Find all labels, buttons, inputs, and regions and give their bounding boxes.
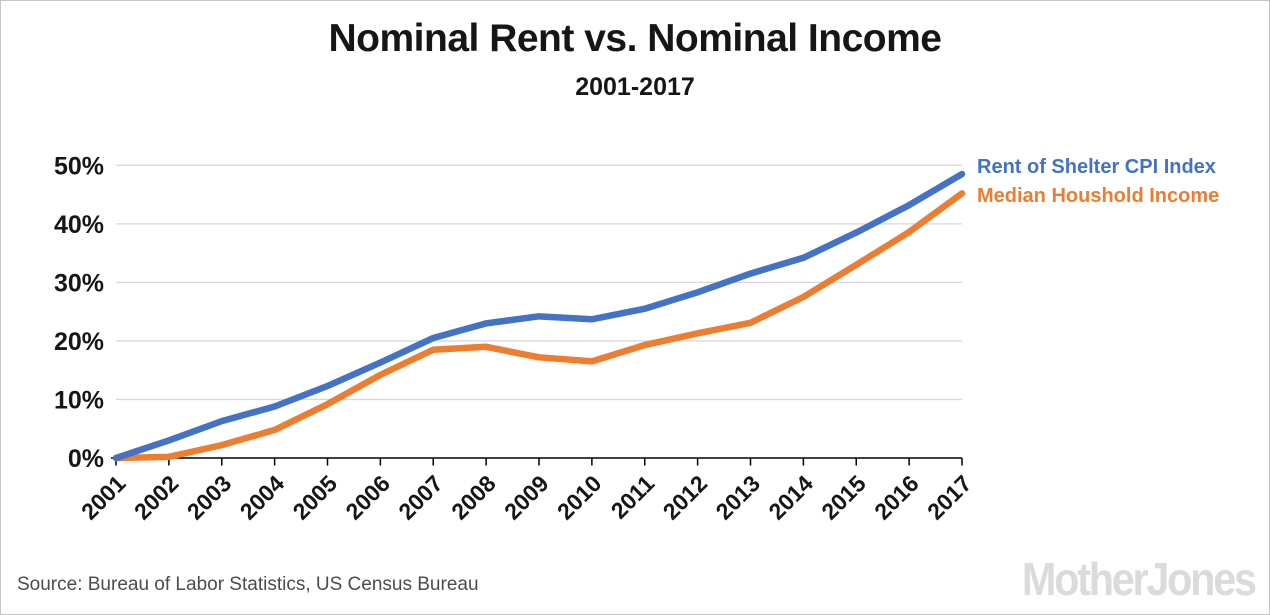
x-tick-label: 2008 bbox=[446, 470, 501, 525]
x-tick-label: 2004 bbox=[235, 470, 290, 525]
x-tick-label: 2001 bbox=[76, 470, 131, 525]
y-tick-label: 20% bbox=[54, 328, 104, 356]
chart-title: Nominal Rent vs. Nominal Income bbox=[328, 17, 942, 60]
y-tick-label: 50% bbox=[54, 152, 104, 180]
x-tick-label: 2005 bbox=[287, 470, 342, 525]
chart-subtitle: 2001-2017 bbox=[575, 73, 695, 101]
series-line-rent-of-shelter-cpi-index bbox=[112, 170, 966, 462]
x-tick-label: 2014 bbox=[763, 470, 818, 525]
x-tick-label: 2017 bbox=[922, 470, 977, 525]
y-tick-label: 0% bbox=[68, 445, 104, 473]
x-tick-label: 2016 bbox=[869, 470, 924, 525]
x-tick-label: 2015 bbox=[816, 470, 871, 525]
x-tick-label: 2012 bbox=[658, 470, 713, 525]
y-tick-label: 10% bbox=[54, 386, 104, 414]
series-line-median-houshold-income bbox=[112, 190, 966, 462]
x-tick-label: 2009 bbox=[499, 470, 554, 525]
source-credit: Source: Bureau of Labor Statistics, US C… bbox=[17, 574, 479, 595]
legend: Rent of Shelter CPI Index Median Houshol… bbox=[977, 153, 1219, 211]
mother-jones-logo: MotherJones bbox=[1022, 553, 1257, 605]
x-tick-label: 2003 bbox=[182, 470, 237, 525]
y-tick-label: 40% bbox=[54, 211, 104, 239]
legend-item-rent-cpi: Rent of Shelter CPI Index bbox=[977, 156, 1216, 178]
x-tick-label: 2007 bbox=[393, 470, 448, 525]
y-tick-label: 30% bbox=[54, 269, 104, 297]
x-tick-label: 2013 bbox=[710, 470, 765, 525]
x-tick-label: 2002 bbox=[129, 470, 184, 525]
legend-item-median-income: Median Houshold Income bbox=[977, 185, 1220, 207]
x-tick-label: 2006 bbox=[340, 470, 395, 525]
x-tick-label: 2011 bbox=[606, 470, 660, 524]
x-tick-label: 2010 bbox=[552, 470, 607, 525]
